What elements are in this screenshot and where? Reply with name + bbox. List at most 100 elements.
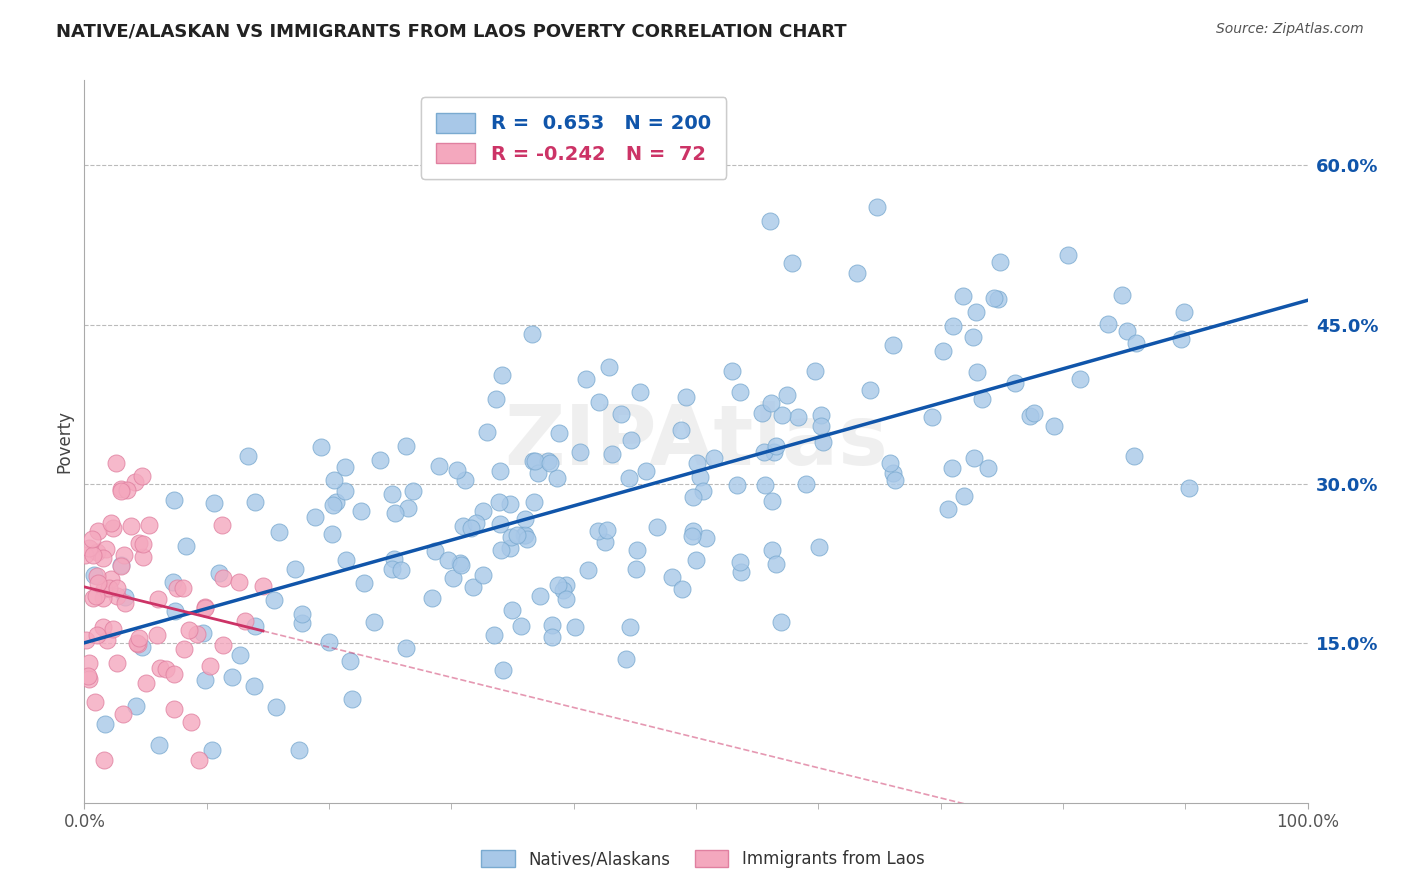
Point xyxy=(515,527,537,541)
Point xyxy=(263,592,285,607)
Point xyxy=(84,695,107,709)
Point xyxy=(82,549,104,563)
Point xyxy=(291,607,314,622)
Point xyxy=(454,473,477,487)
Point xyxy=(112,549,135,563)
Point xyxy=(162,575,184,590)
Point xyxy=(269,524,291,539)
Point xyxy=(441,571,464,585)
Point xyxy=(243,619,266,633)
Point xyxy=(921,410,943,425)
Point xyxy=(198,659,221,673)
Point xyxy=(681,529,703,543)
Point xyxy=(83,567,105,582)
Point xyxy=(321,527,343,541)
Point xyxy=(983,291,1005,305)
Point xyxy=(972,392,994,406)
Point xyxy=(131,469,153,483)
Point xyxy=(626,542,648,557)
Point xyxy=(87,524,110,539)
Point xyxy=(94,716,117,731)
Point xyxy=(682,490,704,504)
Point xyxy=(576,563,599,577)
Point xyxy=(86,568,108,582)
Point xyxy=(540,618,562,632)
Point xyxy=(669,424,692,438)
Point xyxy=(520,327,543,342)
Point xyxy=(105,456,128,470)
Point xyxy=(780,256,803,270)
Point xyxy=(586,524,609,538)
Point xyxy=(1170,332,1192,346)
Point xyxy=(172,582,194,596)
Point xyxy=(765,439,787,453)
Point xyxy=(1004,376,1026,391)
Point xyxy=(93,591,115,605)
Point xyxy=(363,615,385,630)
Point xyxy=(101,521,124,535)
Point xyxy=(491,368,513,382)
Point xyxy=(808,540,831,554)
Point xyxy=(610,408,633,422)
Point xyxy=(619,433,641,447)
Point xyxy=(728,555,751,569)
Point xyxy=(423,544,446,558)
Point xyxy=(105,657,128,671)
Point xyxy=(554,578,576,592)
Point xyxy=(252,579,274,593)
Point xyxy=(163,702,186,716)
Point xyxy=(93,620,115,634)
Point xyxy=(177,623,200,637)
Legend: R =  0.653   N = 200, R = -0.242   N =  72: R = 0.653 N = 200, R = -0.242 N = 72 xyxy=(420,97,727,179)
Point xyxy=(131,536,153,550)
Point xyxy=(322,498,344,512)
Point xyxy=(598,359,620,374)
Point xyxy=(100,516,122,531)
Point xyxy=(333,459,356,474)
Point xyxy=(942,319,965,334)
Point xyxy=(125,635,148,649)
Point xyxy=(588,395,610,409)
Point xyxy=(395,640,418,655)
Point xyxy=(966,366,988,380)
Point xyxy=(291,615,314,630)
Point xyxy=(879,456,901,470)
Point xyxy=(548,426,571,441)
Point xyxy=(510,618,533,632)
Point xyxy=(811,435,834,450)
Point xyxy=(394,440,416,454)
Point xyxy=(596,523,619,537)
Point xyxy=(384,506,406,520)
Point xyxy=(523,453,546,467)
Point xyxy=(759,214,782,228)
Point xyxy=(91,551,114,566)
Point xyxy=(761,494,783,508)
Point xyxy=(86,544,108,558)
Point xyxy=(93,753,115,767)
Point xyxy=(846,266,869,280)
Point xyxy=(965,305,987,319)
Point xyxy=(110,483,132,498)
Point xyxy=(110,482,132,496)
Point xyxy=(499,497,522,511)
Point xyxy=(110,558,132,573)
Point xyxy=(127,637,149,651)
Point xyxy=(318,635,340,649)
Point xyxy=(769,615,792,629)
Point xyxy=(449,556,471,570)
Point xyxy=(1097,317,1119,331)
Point xyxy=(866,200,889,214)
Point xyxy=(569,445,592,459)
Point xyxy=(450,558,472,572)
Point xyxy=(155,662,177,676)
Point xyxy=(547,578,569,592)
Point xyxy=(114,590,136,604)
Point xyxy=(212,571,235,585)
Point xyxy=(988,255,1011,269)
Point xyxy=(882,338,904,352)
Point xyxy=(1043,418,1066,433)
Point xyxy=(488,495,510,509)
Point xyxy=(229,648,252,663)
Point xyxy=(936,502,959,516)
Point xyxy=(689,470,711,484)
